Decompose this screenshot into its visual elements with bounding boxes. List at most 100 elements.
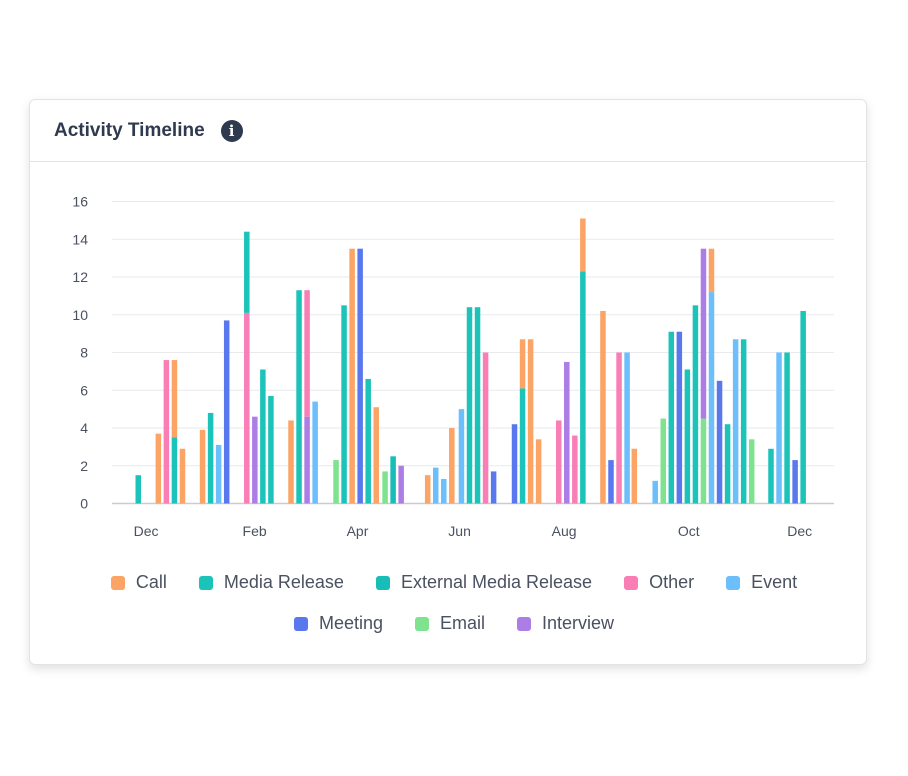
- bar-segment-event[interactable]: [458, 409, 465, 504]
- bar-segment-media-release[interactable]: [207, 412, 214, 504]
- bar-segment-media-release[interactable]: [784, 352, 790, 504]
- bar-stack[interactable]: [631, 448, 638, 504]
- bar-segment-meeting[interactable]: [716, 380, 723, 504]
- bar-stack[interactable]: [748, 439, 755, 504]
- bar-stack[interactable]: [449, 428, 455, 504]
- bar-stack[interactable]: [179, 448, 186, 504]
- bar-stack[interactable]: [784, 352, 790, 504]
- bar-stack[interactable]: [776, 352, 782, 504]
- bar-stack[interactable]: [608, 460, 614, 504]
- bar-stack[interactable]: [466, 307, 473, 504]
- bar-segment-media-release[interactable]: [244, 231, 250, 313]
- bar-segment-other[interactable]: [244, 312, 250, 504]
- bar-stack[interactable]: [519, 339, 526, 504]
- bar-segment-media-release[interactable]: [466, 307, 473, 504]
- bar-segment-call[interactable]: [424, 475, 431, 504]
- bar-stack[interactable]: [333, 460, 339, 504]
- bar-segment-call[interactable]: [449, 428, 455, 504]
- bar-stack[interactable]: [398, 465, 404, 504]
- bar-segment-media-release[interactable]: [365, 378, 371, 504]
- bar-segment-call[interactable]: [373, 407, 379, 504]
- bar-segment-call[interactable]: [171, 360, 178, 438]
- bar-segment-email[interactable]: [382, 471, 388, 504]
- bar-segment-media-release[interactable]: [724, 424, 731, 504]
- bar-stack[interactable]: [163, 360, 170, 504]
- bar-stack[interactable]: [382, 471, 388, 504]
- bar-segment-event[interactable]: [708, 292, 715, 504]
- bar-stack[interactable]: [652, 480, 658, 504]
- bar-stack[interactable]: [724, 424, 731, 504]
- bar-stack[interactable]: [555, 420, 562, 504]
- bar-stack[interactable]: [684, 369, 691, 504]
- bar-stack[interactable]: [535, 439, 542, 504]
- bar-segment-other[interactable]: [304, 290, 310, 417]
- bar-stack[interactable]: [365, 378, 371, 504]
- bar-segment-media-release[interactable]: [474, 307, 481, 504]
- bar-stack[interactable]: [692, 305, 699, 504]
- bar-stack[interactable]: [511, 424, 518, 504]
- bar-segment-meeting[interactable]: [223, 320, 230, 504]
- bar-stack[interactable]: [155, 433, 162, 504]
- bar-segment-media-release[interactable]: [692, 305, 699, 504]
- bar-segment-event[interactable]: [312, 401, 318, 504]
- bar-segment-meeting[interactable]: [511, 424, 518, 504]
- bar-stack[interactable]: [572, 435, 578, 504]
- bar-segment-meeting[interactable]: [676, 331, 683, 504]
- bar-stack[interactable]: [215, 444, 222, 504]
- bar-segment-event[interactable]: [215, 444, 222, 504]
- bar-stack[interactable]: [357, 248, 363, 504]
- bar-stack[interactable]: [373, 407, 379, 504]
- bar-stack[interactable]: [135, 475, 142, 504]
- bar-stack[interactable]: [349, 248, 355, 504]
- bar-segment-call[interactable]: [631, 448, 638, 504]
- bar-segment-media-release[interactable]: [296, 290, 302, 504]
- bar-stack[interactable]: [252, 416, 258, 504]
- bar-stack[interactable]: [432, 467, 439, 504]
- bar-segment-other[interactable]: [163, 360, 170, 504]
- bar-segment-call[interactable]: [519, 339, 526, 389]
- bar-segment-email[interactable]: [660, 418, 667, 504]
- bar-stack[interactable]: [223, 320, 230, 504]
- bar-stack[interactable]: [207, 412, 214, 504]
- bar-segment-call[interactable]: [155, 433, 162, 504]
- bar-stack[interactable]: [580, 218, 586, 504]
- bar-segment-call[interactable]: [580, 218, 586, 272]
- bar-segment-other[interactable]: [616, 352, 622, 504]
- bar-segment-meeting[interactable]: [490, 471, 497, 504]
- bar-stack[interactable]: [800, 310, 806, 504]
- bar-stack[interactable]: [441, 478, 447, 504]
- bar-stack[interactable]: [390, 456, 396, 504]
- bar-segment-media-release[interactable]: [800, 310, 806, 504]
- bar-stack[interactable]: [296, 290, 302, 504]
- bar-segment-event[interactable]: [624, 352, 630, 504]
- bar-segment-media-release[interactable]: [668, 331, 675, 504]
- bar-segment-external-media-release[interactable]: [390, 456, 396, 504]
- bar-stack[interactable]: [288, 420, 294, 504]
- legend-item-meeting[interactable]: Meeting: [293, 613, 383, 634]
- bar-segment-call[interactable]: [527, 339, 534, 504]
- bar-stack[interactable]: [341, 305, 347, 504]
- legend-item-event[interactable]: Event: [726, 572, 797, 593]
- bar-stack[interactable]: [171, 360, 178, 504]
- bar-stack[interactable]: [199, 429, 206, 504]
- bar-segment-interview[interactable]: [564, 361, 570, 504]
- bar-segment-media-release[interactable]: [135, 475, 142, 504]
- bar-segment-call[interactable]: [288, 420, 294, 504]
- bar-stack[interactable]: [482, 352, 489, 504]
- bar-stack[interactable]: [660, 418, 667, 504]
- bar-segment-event[interactable]: [776, 352, 782, 504]
- bar-stack[interactable]: [792, 460, 798, 504]
- bar-segment-meeting[interactable]: [357, 248, 363, 504]
- bar-segment-call[interactable]: [199, 429, 206, 504]
- bar-stack[interactable]: [668, 331, 675, 504]
- bar-segment-email[interactable]: [748, 439, 755, 504]
- legend-item-call[interactable]: Call: [110, 572, 167, 593]
- bar-stack[interactable]: [600, 310, 606, 504]
- bar-segment-call[interactable]: [535, 439, 542, 504]
- bar-segment-interview[interactable]: [252, 416, 258, 504]
- bar-segment-call[interactable]: [600, 310, 606, 504]
- bar-segment-email[interactable]: [333, 460, 339, 504]
- bar-stack[interactable]: [616, 352, 622, 504]
- bar-segment-other[interactable]: [482, 352, 489, 504]
- bar-segment-interview[interactable]: [398, 465, 404, 504]
